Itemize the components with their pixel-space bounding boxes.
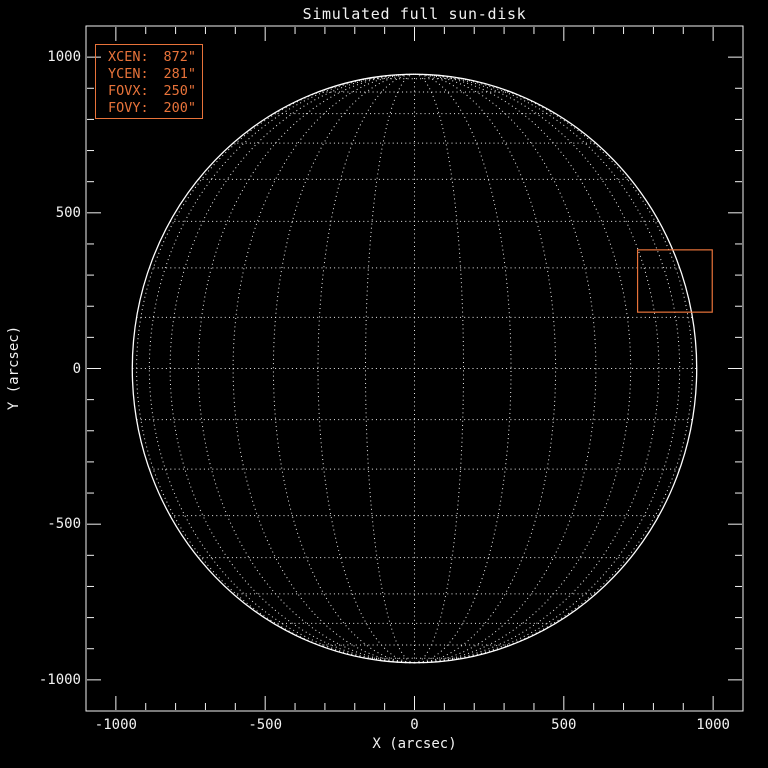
y-tick-label: -1000 <box>38 671 81 688</box>
y-tick-label: -500 <box>47 516 81 533</box>
annotation-value: 250" <box>163 83 196 99</box>
annotation-row-ycen: YCEN: 281" <box>108 66 196 83</box>
annotation-value: 200" <box>163 100 196 116</box>
y-tick-label: 500 <box>55 204 81 221</box>
x-tick-label: -500 <box>248 717 283 733</box>
x-tick-label: 500 <box>551 717 577 733</box>
x-tick-label: 1000 <box>696 717 730 733</box>
annotation-value: 872" <box>163 49 196 65</box>
annotation-row-fovx: FOVX: 250" <box>108 83 196 100</box>
x-tick-label: -1000 <box>94 717 137 733</box>
y-tick-label: 0 <box>72 360 81 377</box>
fov-annotation-box: XCEN: 872" YCEN: 281" FOVX: 250" FOVY: 2… <box>95 44 203 119</box>
x-axis-title: X (arcsec) <box>372 736 457 752</box>
annotation-label: XCEN: <box>108 49 149 65</box>
x-tick-label: 0 <box>410 717 419 733</box>
annotation-label: FOVX: <box>108 83 149 99</box>
annotation-label: YCEN: <box>108 66 149 82</box>
y-tick-label: 1000 <box>47 49 81 66</box>
plot-title: Simulated full sun-disk <box>302 5 527 23</box>
y-axis-title: Y (arcsec) <box>6 325 22 411</box>
annotation-label: FOVY: <box>108 100 149 116</box>
annotation-row-fovy: FOVY: 200" <box>108 100 196 117</box>
annotation-row-xcen: XCEN: 872" <box>108 49 196 66</box>
annotation-value: 281" <box>163 66 196 82</box>
